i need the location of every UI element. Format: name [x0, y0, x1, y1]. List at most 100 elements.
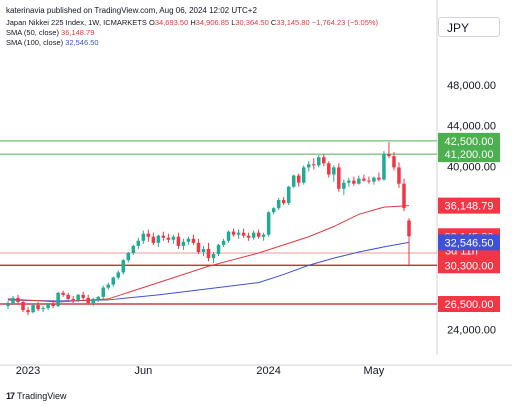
- candle-body: [111, 277, 116, 285]
- legend-sma50[interactable]: SMA (50, close) 36,148.79: [6, 28, 378, 38]
- candle-body: [181, 241, 186, 246]
- candle-body: [271, 208, 276, 213]
- x-tick-label: 2023: [16, 365, 40, 377]
- candle-body: [186, 238, 191, 242]
- candle-body: [382, 154, 386, 180]
- candle-body: [306, 164, 311, 168]
- price-tag: [438, 197, 500, 214]
- y-tick-label: 24,000.00: [447, 325, 496, 337]
- candle-body: [126, 253, 131, 261]
- candle-body: [66, 294, 70, 299]
- candle-body: [327, 163, 331, 175]
- sma100-value: 32,546.50: [65, 38, 99, 47]
- candle-body: [241, 232, 246, 236]
- footer-brand: TradingView: [17, 391, 67, 401]
- price-tag-label: 36,148.79: [445, 201, 494, 213]
- candle-body: [121, 260, 126, 273]
- level-price-label: 42,500.00: [445, 136, 494, 148]
- price-tag: [438, 296, 500, 313]
- candle-body: [6, 302, 10, 307]
- candle-body: [261, 234, 266, 237]
- candle-body: [332, 167, 336, 175]
- candle-body: [221, 240, 226, 245]
- price-tag-label: 32,546.50: [445, 237, 494, 249]
- candle-body: [256, 232, 261, 237]
- symbol-row: Japan Nikkei 225 Index, 1W, ICMARKETS O3…: [6, 18, 378, 28]
- candle-body: [211, 254, 216, 259]
- candle-body: [226, 231, 231, 241]
- candle-body: [342, 182, 346, 189]
- candle-body: [171, 236, 176, 240]
- candle-body: [116, 272, 121, 278]
- candle-body: [407, 220, 411, 237]
- candle-body: [266, 212, 271, 235]
- level-price-tag: [438, 146, 500, 163]
- candle-body: [166, 237, 171, 240]
- candle-body: [71, 298, 75, 300]
- candle-body: [372, 177, 376, 182]
- price-tag: [438, 257, 500, 274]
- candle-body: [216, 244, 221, 255]
- candle-body: [41, 308, 45, 310]
- publisher-line: katerinavia published on TradingView.com…: [6, 6, 257, 15]
- price-tag-label: 26,500.00: [445, 299, 494, 311]
- y-tick-label: 44,000.00: [447, 121, 496, 133]
- candle-body: [196, 242, 201, 253]
- candle-body: [11, 297, 15, 303]
- ohlc-low: L30,364.50: [231, 18, 269, 27]
- candle-body: [56, 292, 60, 307]
- x-tick-label: 2024: [256, 365, 280, 377]
- candle-body: [81, 294, 85, 298]
- candle-body: [161, 235, 166, 238]
- candle-body: [86, 297, 90, 303]
- symbol-label: Japan Nikkei 225 Index, 1W, ICMARKETS: [6, 18, 147, 27]
- tradingview-logo-icon: 17: [6, 391, 15, 401]
- candle-body: [286, 186, 291, 204]
- sma100-line: [7, 241, 410, 302]
- candle-body: [402, 183, 406, 209]
- candle-body: [16, 297, 20, 302]
- ohlc-close: C33,145.80: [270, 18, 310, 27]
- candle-body: [206, 248, 211, 259]
- candle-body: [276, 200, 281, 209]
- candle-body: [106, 284, 111, 288]
- candle-body: [151, 236, 156, 243]
- x-tick-label: May: [364, 365, 385, 377]
- candle-body: [31, 305, 35, 313]
- candle-body: [61, 292, 65, 295]
- chart-legend: Japan Nikkei 225 Index, 1W, ICMARKETS O3…: [6, 18, 378, 48]
- sma50-label: SMA (50, close): [6, 28, 59, 37]
- candle-body: [26, 310, 30, 313]
- candle-body: [291, 175, 296, 187]
- candle-body: [377, 177, 381, 180]
- price-tag: [438, 234, 500, 251]
- y-tick-label: 40,000.00: [447, 161, 496, 173]
- candle-body: [146, 233, 151, 237]
- sma100-label: SMA (100, close): [6, 38, 64, 47]
- candle-body: [322, 157, 326, 164]
- candle-body: [347, 180, 351, 183]
- candle-body: [337, 167, 341, 189]
- currency-selector[interactable]: JPY: [438, 17, 500, 37]
- candle-body: [296, 175, 301, 183]
- candle-body: [301, 167, 306, 183]
- ohlc-open: O34,693.50: [149, 18, 189, 27]
- candle-body: [312, 164, 316, 166]
- candle-body: [236, 232, 241, 235]
- candle-body: [367, 180, 371, 182]
- candle-body: [21, 301, 25, 311]
- candle-body: [392, 156, 396, 168]
- candle-body: [91, 298, 95, 303]
- candle-body: [387, 154, 391, 157]
- candle-body: [281, 200, 286, 204]
- candle-body: [397, 167, 401, 184]
- candle-body: [317, 157, 321, 166]
- candle-body: [76, 294, 80, 300]
- candle-body: [191, 238, 196, 243]
- candle-body: [231, 231, 236, 235]
- legend-sma100[interactable]: SMA (100, close) 32,546.50: [6, 38, 378, 48]
- candle-body: [46, 304, 50, 309]
- ohlc-high: H34,906.85: [190, 18, 230, 27]
- candle-body: [357, 178, 361, 184]
